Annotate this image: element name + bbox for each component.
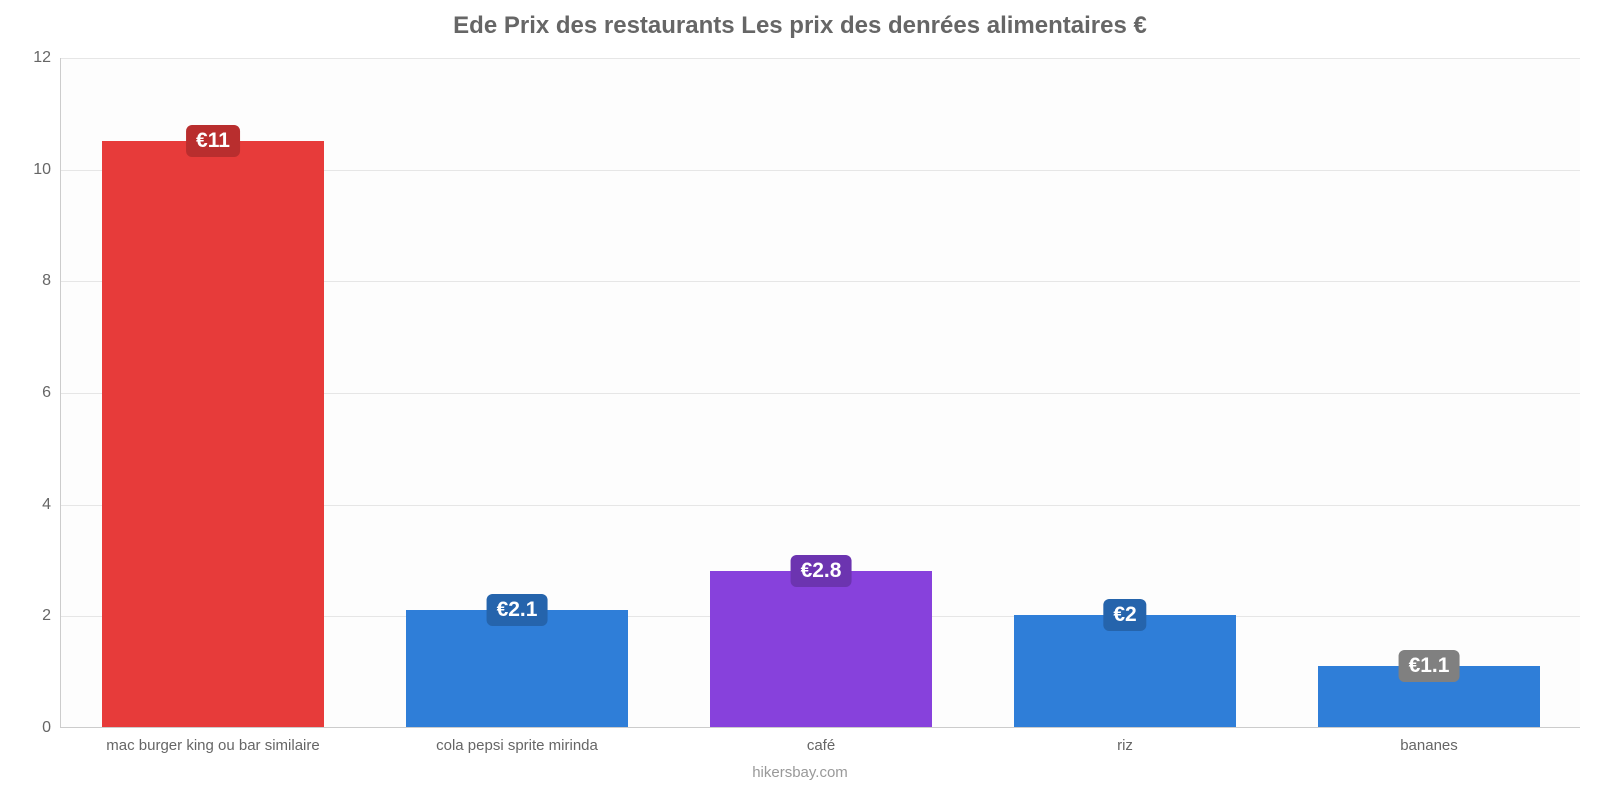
- bar: [406, 610, 628, 727]
- y-tick-label: 12: [33, 49, 61, 67]
- y-tick-label: 2: [42, 607, 61, 625]
- bar-slot: €2.1cola pepsi sprite mirinda: [365, 58, 669, 727]
- value-badge: €2.1: [487, 594, 548, 626]
- x-tick-label: mac burger king ou bar similaire: [61, 727, 365, 754]
- y-tick-label: 6: [42, 384, 61, 402]
- chart-footer: hikersbay.com: [0, 764, 1600, 781]
- y-tick-label: 8: [42, 272, 61, 290]
- y-tick-label: 10: [33, 161, 61, 179]
- bar: [710, 571, 932, 727]
- bar-slot: €2riz: [973, 58, 1277, 727]
- x-tick-label: café: [669, 727, 973, 754]
- value-badge: €2: [1103, 599, 1146, 631]
- y-tick-label: 4: [42, 496, 61, 514]
- bar-slot: €1.1bananes: [1277, 58, 1581, 727]
- bar: [1014, 615, 1236, 727]
- x-tick-label: cola pepsi sprite mirinda: [365, 727, 669, 754]
- value-badge: €2.8: [791, 555, 852, 587]
- bar-slot: €2.8café: [669, 58, 973, 727]
- bar-slot: €11mac burger king ou bar similaire: [61, 58, 365, 727]
- value-badge: €11: [186, 125, 240, 157]
- chart-title: Ede Prix des restaurants Les prix des de…: [0, 12, 1600, 40]
- plot-area: 024681012€11mac burger king ou bar simil…: [60, 58, 1580, 728]
- x-tick-label: bananes: [1277, 727, 1581, 754]
- bar: [102, 141, 324, 727]
- chart-container: Ede Prix des restaurants Les prix des de…: [0, 0, 1600, 800]
- y-tick-label: 0: [42, 719, 61, 737]
- value-badge: €1.1: [1399, 650, 1460, 682]
- x-tick-label: riz: [973, 727, 1277, 754]
